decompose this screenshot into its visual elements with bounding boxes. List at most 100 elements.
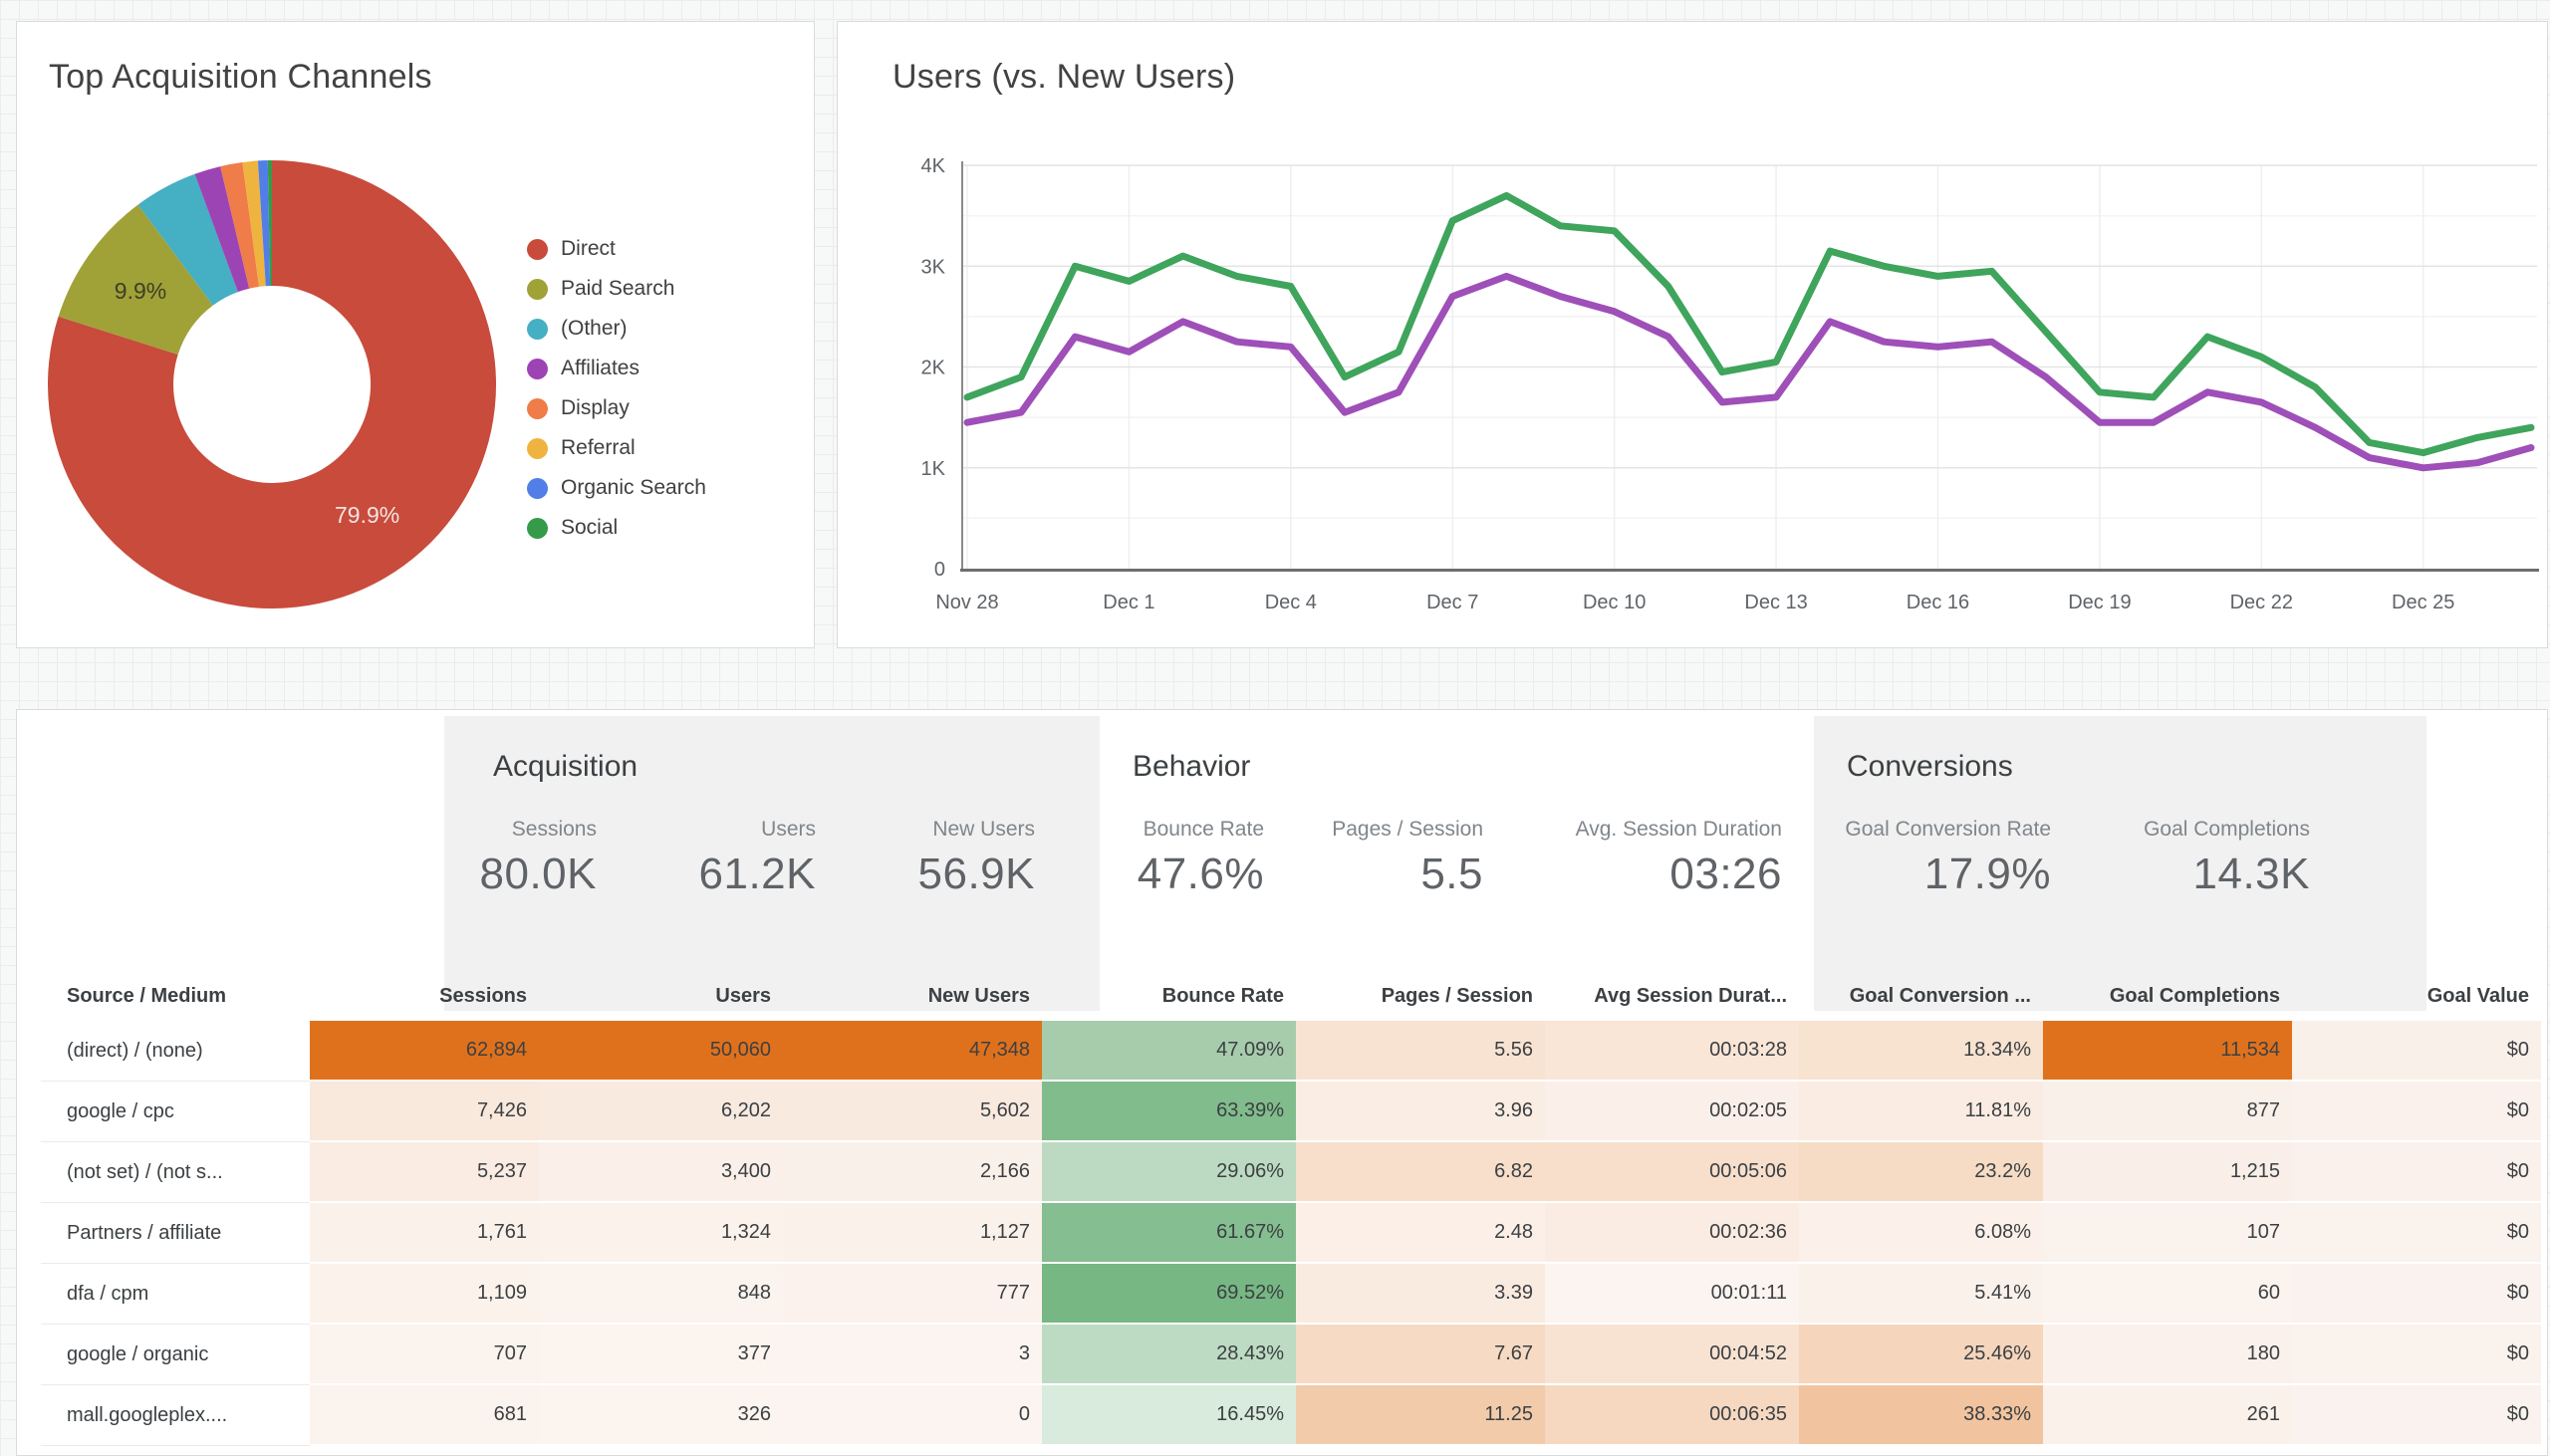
table-row-4-cell-goal-completions[interactable]: 60 [2043, 1264, 2292, 1325]
column-header-goal-conversion[interactable]: Goal Conversion ... [1849, 984, 2031, 1007]
table-row-4-cell-goal-value[interactable]: $0 [2292, 1264, 2541, 1325]
table-row-0-cell-new-users[interactable]: 47,348 [783, 1021, 1042, 1082]
table-row-4-cell-pages-session[interactable]: 3.39 [1296, 1264, 1545, 1325]
table-row-1-cell-goal-conversion[interactable]: 11.81% [1799, 1082, 2043, 1142]
table-row-2-cell-goal-completions[interactable]: 1,215 [2043, 1142, 2292, 1203]
legend-item-referral[interactable]: Referral [527, 428, 706, 468]
table-row-4-cell-avg-session-durat[interactable]: 00:01:11 [1545, 1264, 1799, 1325]
table-row-0-cell-users[interactable]: 50,060 [539, 1021, 783, 1082]
table-row-3-source[interactable]: Partners / affiliate [41, 1203, 310, 1264]
table-row-1-cell-sessions[interactable]: 7,426 [310, 1082, 539, 1142]
table-row-5-source[interactable]: google / organic [41, 1325, 310, 1385]
table-row-2-cell-users[interactable]: 3,400 [539, 1142, 783, 1203]
table-row-5-cell-avg-session-durat[interactable]: 00:04:52 [1545, 1325, 1799, 1385]
table-row-2-cell-sessions[interactable]: 5,237 [310, 1142, 539, 1203]
table-row-0-cell-sessions[interactable]: 62,894 [310, 1021, 539, 1082]
table-row-6-cell-sessions[interactable]: 681 [310, 1385, 539, 1446]
table-row-4-cell-bounce-rate[interactable]: 69.52% [1042, 1264, 1296, 1325]
users-series-line[interactable] [963, 191, 2535, 457]
table-row-3-cell-pages-session[interactable]: 2.48 [1296, 1203, 1545, 1264]
table-row-5-cell-goal-value[interactable]: $0 [2292, 1325, 2541, 1385]
table-row-2-cell-goal-value[interactable]: $0 [2292, 1142, 2541, 1203]
table-row-5-cell-goal-conversion[interactable]: 25.46% [1799, 1325, 2043, 1385]
table-row-6-cell-users[interactable]: 326 [539, 1385, 783, 1446]
legend-item-affiliates[interactable]: Affiliates [527, 349, 706, 388]
column-header-sessions[interactable]: Sessions [439, 984, 527, 1007]
new-users-series-line[interactable] [963, 272, 2535, 472]
table-row-2-cell-avg-session-durat[interactable]: 00:05:06 [1545, 1142, 1799, 1203]
table-row-0-cell-pages-session[interactable]: 5.56 [1296, 1021, 1545, 1082]
users-line-chart[interactable]: 0 1K 2K 3K 4K Nov 28 Dec 1 Dec 4 Dec 7 Dec 10 Dec … [838, 22, 2547, 647]
column-header-new-users[interactable]: New Users [927, 984, 1030, 1007]
table-row-3-cell-bounce-rate[interactable]: 61.67% [1042, 1203, 1296, 1264]
table-row-5-cell-new-users[interactable]: 3 [783, 1325, 1042, 1385]
table-row-0-cell-goal-conversion[interactable]: 18.34% [1799, 1021, 2043, 1082]
table-row-5-cell-sessions[interactable]: 707 [310, 1325, 539, 1385]
table-row-1-cell-pages-session[interactable]: 3.96 [1296, 1082, 1545, 1142]
legend-item-organic-search[interactable]: Organic Search [527, 468, 706, 508]
table-row-1-cell-bounce-rate[interactable]: 63.39% [1042, 1082, 1296, 1142]
table-row-2-source[interactable]: (not set) / (not s... [41, 1142, 310, 1203]
legend-item-display[interactable]: Display [527, 388, 706, 428]
table-row-0-cell-bounce-rate[interactable]: 47.09% [1042, 1021, 1296, 1082]
table-row-2-cell-pages-session[interactable]: 6.82 [1296, 1142, 1545, 1203]
table-row-0-source[interactable]: (direct) / (none) [41, 1021, 310, 1082]
table-row-6-source[interactable]: mall.googleplex.... [41, 1385, 310, 1446]
donut-slice-organic-search[interactable] [257, 160, 271, 287]
table-row-4-cell-users[interactable]: 848 [539, 1264, 783, 1325]
table-row-6-cell-goal-conversion[interactable]: 38.33% [1799, 1385, 2043, 1446]
table-row-3-cell-users[interactable]: 1,324 [539, 1203, 783, 1264]
table-row-4-cell-new-users[interactable]: 777 [783, 1264, 1042, 1325]
table-row-1-cell-users[interactable]: 6,202 [539, 1082, 783, 1142]
donut-slice-social[interactable] [267, 159, 272, 286]
table-row-1-cell-avg-session-durat[interactable]: 00:02:05 [1545, 1082, 1799, 1142]
table-row-1-cell-new-users[interactable]: 5,602 [783, 1082, 1042, 1142]
table-row-6-cell-goal-completions[interactable]: 261 [2043, 1385, 2292, 1446]
table-row-4-source[interactable]: dfa / cpm [41, 1264, 310, 1325]
table-row-0-cell-goal-completions[interactable]: 11,534 [2043, 1021, 2292, 1082]
table-row-5-cell-goal-completions[interactable]: 180 [2043, 1325, 2292, 1385]
table-row-5-cell-pages-session[interactable]: 7.67 [1296, 1325, 1545, 1385]
table-row-3-cell-goal-value[interactable]: $0 [2292, 1203, 2541, 1264]
acquisition-channels-donut-chart[interactable]: 79.9% 9.9% [45, 157, 499, 611]
donut-slice-affiliates[interactable] [194, 166, 250, 293]
table-row-2-cell-new-users[interactable]: 2,166 [783, 1142, 1042, 1203]
column-header-users[interactable]: Users [715, 984, 771, 1007]
table-row-2-cell-goal-conversion[interactable]: 23.2% [1799, 1142, 2043, 1203]
table-row-3-cell-goal-conversion[interactable]: 6.08% [1799, 1203, 2043, 1264]
table-row-2-cell-bounce-rate[interactable]: 29.06% [1042, 1142, 1296, 1203]
legend-item-social[interactable]: Social [527, 508, 706, 548]
table-row-0-cell-avg-session-durat[interactable]: 00:03:28 [1545, 1021, 1799, 1082]
donut-slice-other[interactable] [137, 173, 238, 306]
table-row-1-source[interactable]: google / cpc [41, 1082, 310, 1142]
table-row-3-cell-sessions[interactable]: 1,761 [310, 1203, 539, 1264]
table-row-3-cell-new-users[interactable]: 1,127 [783, 1203, 1042, 1264]
donut-slice-referral[interactable] [242, 160, 266, 287]
table-row-1-cell-goal-completions[interactable]: 877 [2043, 1082, 2292, 1142]
column-header-goal-value[interactable]: Goal Value [2426, 984, 2529, 1007]
table-row-6-cell-avg-session-durat[interactable]: 00:06:35 [1545, 1385, 1799, 1446]
donut-slice-direct[interactable] [48, 160, 497, 608]
table-row-5-cell-bounce-rate[interactable]: 28.43% [1042, 1325, 1296, 1385]
table-row-4-cell-goal-conversion[interactable]: 5.41% [1799, 1264, 2043, 1325]
table-row-3-cell-avg-session-durat[interactable]: 00:02:36 [1545, 1203, 1799, 1264]
table-row-6-cell-pages-session[interactable]: 11.25 [1296, 1385, 1545, 1446]
table-row-5-cell-users[interactable]: 377 [539, 1325, 783, 1385]
table-row-4-cell-sessions[interactable]: 1,109 [310, 1264, 539, 1325]
column-header-bounce-rate[interactable]: Bounce Rate [1161, 984, 1284, 1007]
table-row-3-cell-goal-completions[interactable]: 107 [2043, 1203, 2292, 1264]
column-header-avg-session-durat[interactable]: Avg Session Durat... [1594, 984, 1787, 1007]
table-row-0-cell-goal-value[interactable]: $0 [2292, 1021, 2541, 1082]
legend-item-direct[interactable]: Direct [527, 229, 706, 269]
table-row-1-cell-goal-value[interactable]: $0 [2292, 1082, 2541, 1142]
column-header-pages-session[interactable]: Pages / Session [1381, 984, 1533, 1007]
donut-slice-display[interactable] [220, 162, 259, 289]
donut-slice-paid-search[interactable] [58, 204, 213, 355]
legend-item-paid-search[interactable]: Paid Search [527, 269, 706, 309]
legend-item-other[interactable]: (Other) [527, 309, 706, 349]
column-header-goal-completions[interactable]: Goal Completions [2109, 984, 2280, 1007]
column-header-source-medium[interactable]: Source / Medium [41, 971, 310, 1021]
table-row-6-cell-new-users[interactable]: 0 [783, 1385, 1042, 1446]
table-row-6-cell-goal-value[interactable]: $0 [2292, 1385, 2541, 1446]
table-row-6-cell-bounce-rate[interactable]: 16.45% [1042, 1385, 1296, 1446]
